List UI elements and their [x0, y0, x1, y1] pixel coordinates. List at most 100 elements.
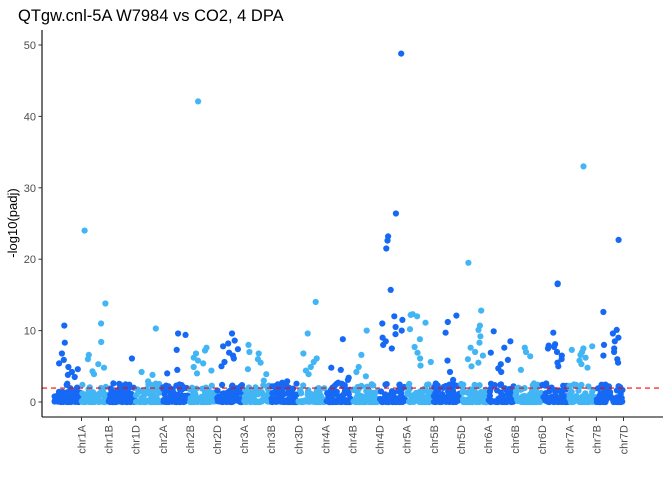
data-point: [219, 381, 226, 388]
data-point-chr6D: [530, 380, 538, 387]
data-point: [333, 391, 340, 398]
data-point: [424, 381, 431, 388]
data-point-chr1B: [90, 371, 98, 378]
data-point-chr6D: [522, 348, 530, 356]
data-point: [442, 398, 449, 405]
data-point-chr2B: [162, 386, 169, 393]
data-point: [450, 389, 457, 396]
data-point: [497, 381, 504, 388]
data-point: [545, 395, 552, 402]
data-point: [460, 385, 467, 392]
data-point-chr2B: [164, 370, 171, 377]
data-point: [582, 390, 589, 397]
data-point-chr5B: [411, 343, 418, 351]
data-point-chr2D: [200, 360, 207, 367]
data-point-chr7D: [600, 352, 607, 359]
data-point-chr6A: [468, 363, 475, 370]
data-point-chr5A: [383, 245, 390, 252]
data-point: [245, 384, 252, 391]
data-point: [396, 381, 403, 388]
data-point: [529, 398, 536, 406]
data-point: [324, 390, 331, 397]
data-point: [365, 392, 372, 399]
data-point: [132, 392, 140, 399]
data-point: [435, 395, 442, 403]
data-point: [175, 398, 182, 405]
data-point-chr5A: [380, 341, 387, 348]
x-tick-label: chr5D: [456, 425, 468, 454]
x-tick-label: chr2A: [158, 424, 170, 453]
data-point-chr5D: [444, 318, 451, 326]
data-point: [507, 394, 514, 401]
data-point-chr2D: [193, 370, 201, 377]
data-point: [580, 396, 587, 403]
data-point-chr5D: [453, 312, 460, 319]
data-point-chr2A: [152, 325, 159, 332]
data-point: [527, 391, 534, 398]
data-point: [476, 382, 483, 389]
data-point-chr3B: [244, 366, 251, 373]
data-point-chr7B: [568, 346, 575, 353]
data-point-chr2B: [175, 330, 182, 337]
data-point-chr7D: [609, 330, 617, 337]
data-point: [472, 389, 479, 396]
data-point: [471, 381, 478, 388]
data-point: [99, 388, 107, 395]
data-point-chr1A: [64, 371, 71, 378]
data-point-chr4A: [307, 363, 314, 371]
data-point-chr4B: [344, 376, 351, 383]
data-point-chr4B: [335, 379, 342, 386]
x-tick-label: chr2B: [185, 425, 197, 454]
data-point-chr1B: [98, 320, 105, 327]
data-point-chr3B: [255, 350, 262, 357]
data-point: [79, 381, 86, 388]
data-point-chr6A: [478, 307, 485, 314]
data-point-chr2D: [208, 367, 215, 374]
data-point: [89, 390, 96, 397]
data-point-chr3A: [231, 337, 238, 344]
data-point-chr5D: [450, 376, 457, 383]
data-point: [248, 394, 255, 402]
data-point: [313, 389, 320, 396]
data-point-chr6B: [507, 338, 514, 345]
data-point: [356, 394, 364, 401]
data-point: [395, 387, 402, 394]
data-point-chr5A: [392, 331, 399, 338]
data-point-chr5B: [417, 362, 424, 369]
data-point-chr1A: [56, 360, 63, 367]
chart-title: QTgw.cnl-5A W7984 vs CO2, 4 DPA: [18, 7, 284, 25]
data-point: [293, 380, 300, 387]
data-point-chr5B: [416, 336, 423, 343]
data-point: [92, 395, 100, 402]
data-point: [254, 398, 261, 405]
x-axis: chr1A chr1B chr1D chr2A chr2B chr2D chr3A chr3B…: [77, 417, 631, 454]
data-point: [596, 395, 604, 402]
data-point-chr1A: [60, 356, 67, 363]
data-point-chr1B: [81, 227, 88, 234]
data-point: [178, 386, 185, 393]
data-point-chr1D: [110, 391, 117, 398]
data-point-chr3A: [234, 346, 241, 353]
x-tick-label: chr4B: [348, 425, 360, 454]
y-tick-label: 40: [24, 111, 36, 123]
data-point-chr7A: [553, 348, 561, 356]
data-point-chr2B: [173, 346, 180, 353]
data-point-chr3A: [218, 363, 225, 370]
data-point-chr7B: [589, 343, 596, 350]
data-point-chr4D: [362, 373, 369, 380]
data-point-chr4B: [339, 336, 346, 343]
data-point: [300, 382, 307, 389]
data-point-chr3B: [263, 371, 270, 378]
data-point: [385, 398, 392, 406]
data-point-chr1A: [71, 373, 78, 381]
data-point: [283, 398, 290, 405]
data-point-chr4D: [355, 363, 362, 371]
data-point: [368, 381, 375, 388]
data-point-chr3A: [225, 340, 232, 347]
data-point-chr3B: [245, 341, 252, 348]
data-point-chr3A: [228, 330, 236, 337]
data-point-chr1B: [98, 338, 105, 346]
data-point: [56, 395, 64, 402]
data-point: [128, 390, 135, 398]
